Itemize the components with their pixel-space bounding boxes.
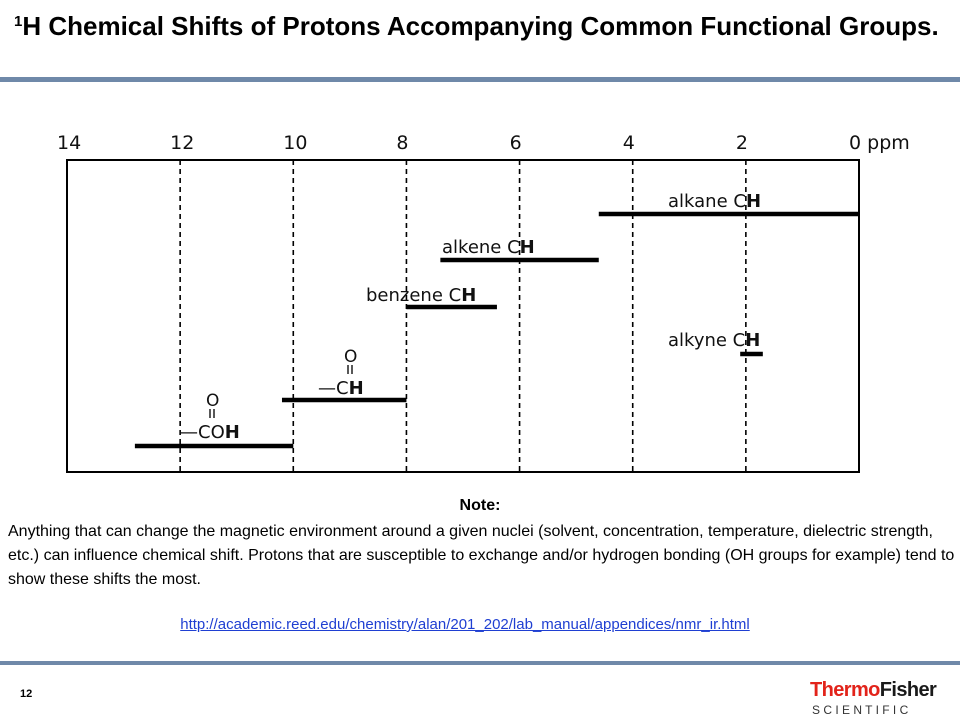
range-bar-layer [134,211,859,449]
thermo-fisher-logo: ThermoFisher S C I E N T I F I C [810,679,938,717]
note-body: Anything that can change the magnetic en… [8,523,955,588]
tick-label-6: 6 [510,132,522,154]
group-label-5: —COH [180,422,240,443]
group-label-4: —CH [318,378,364,399]
logo-fisher: Fisher [880,679,937,701]
tick-label-10: 10 [283,132,307,154]
carbonyl-oxygen-5: O [206,391,219,411]
chemical-shift-chart: 14 12 10 8 6 4 2 0 ppm alkane CH alkene CH benzen… [57,132,910,473]
title-divider [0,77,960,82]
tick-label-0: 0 ppm [849,132,910,154]
title-text: H Chemical Shifts of Protons Accompanyin… [22,11,939,41]
source-link[interactable]: http://academic.reed.edu/chemistry/alan/… [180,616,750,633]
tick-label-12: 12 [170,132,194,154]
carbonyl-oxygen-4: O [344,347,357,367]
note-heading: Note: [459,497,501,514]
tick-label-14: 14 [57,132,81,154]
page-number: 12 [20,688,33,700]
group-label-0: alkane CH [668,191,761,212]
group-label-1: alkene CH [442,237,535,258]
group-label-3: alkyne CH [668,330,760,351]
tick-label-2: 2 [736,132,748,154]
footer-divider [0,661,960,665]
group-label-layer: alkane CH alkene CH benzene CH alkyne CH —CH… [180,191,761,443]
tick-label-4: 4 [623,132,635,154]
tick-label-layer: 14 12 10 8 6 4 2 0 ppm [57,132,910,154]
plot-frame [66,159,860,473]
title-superscript: 1 [14,13,23,30]
slide-title: 1H Chemical Shifts of Protons Accompanyi… [14,6,944,42]
logo-scientific: S C I E N T I F I C [812,703,909,717]
grid-layer [179,160,747,472]
logo-thermo: Thermo [810,679,880,701]
svg-text:ThermoFisher: ThermoFisher [810,679,937,701]
group-label-2: benzene CH [366,285,476,306]
tick-label-8: 8 [396,132,408,154]
